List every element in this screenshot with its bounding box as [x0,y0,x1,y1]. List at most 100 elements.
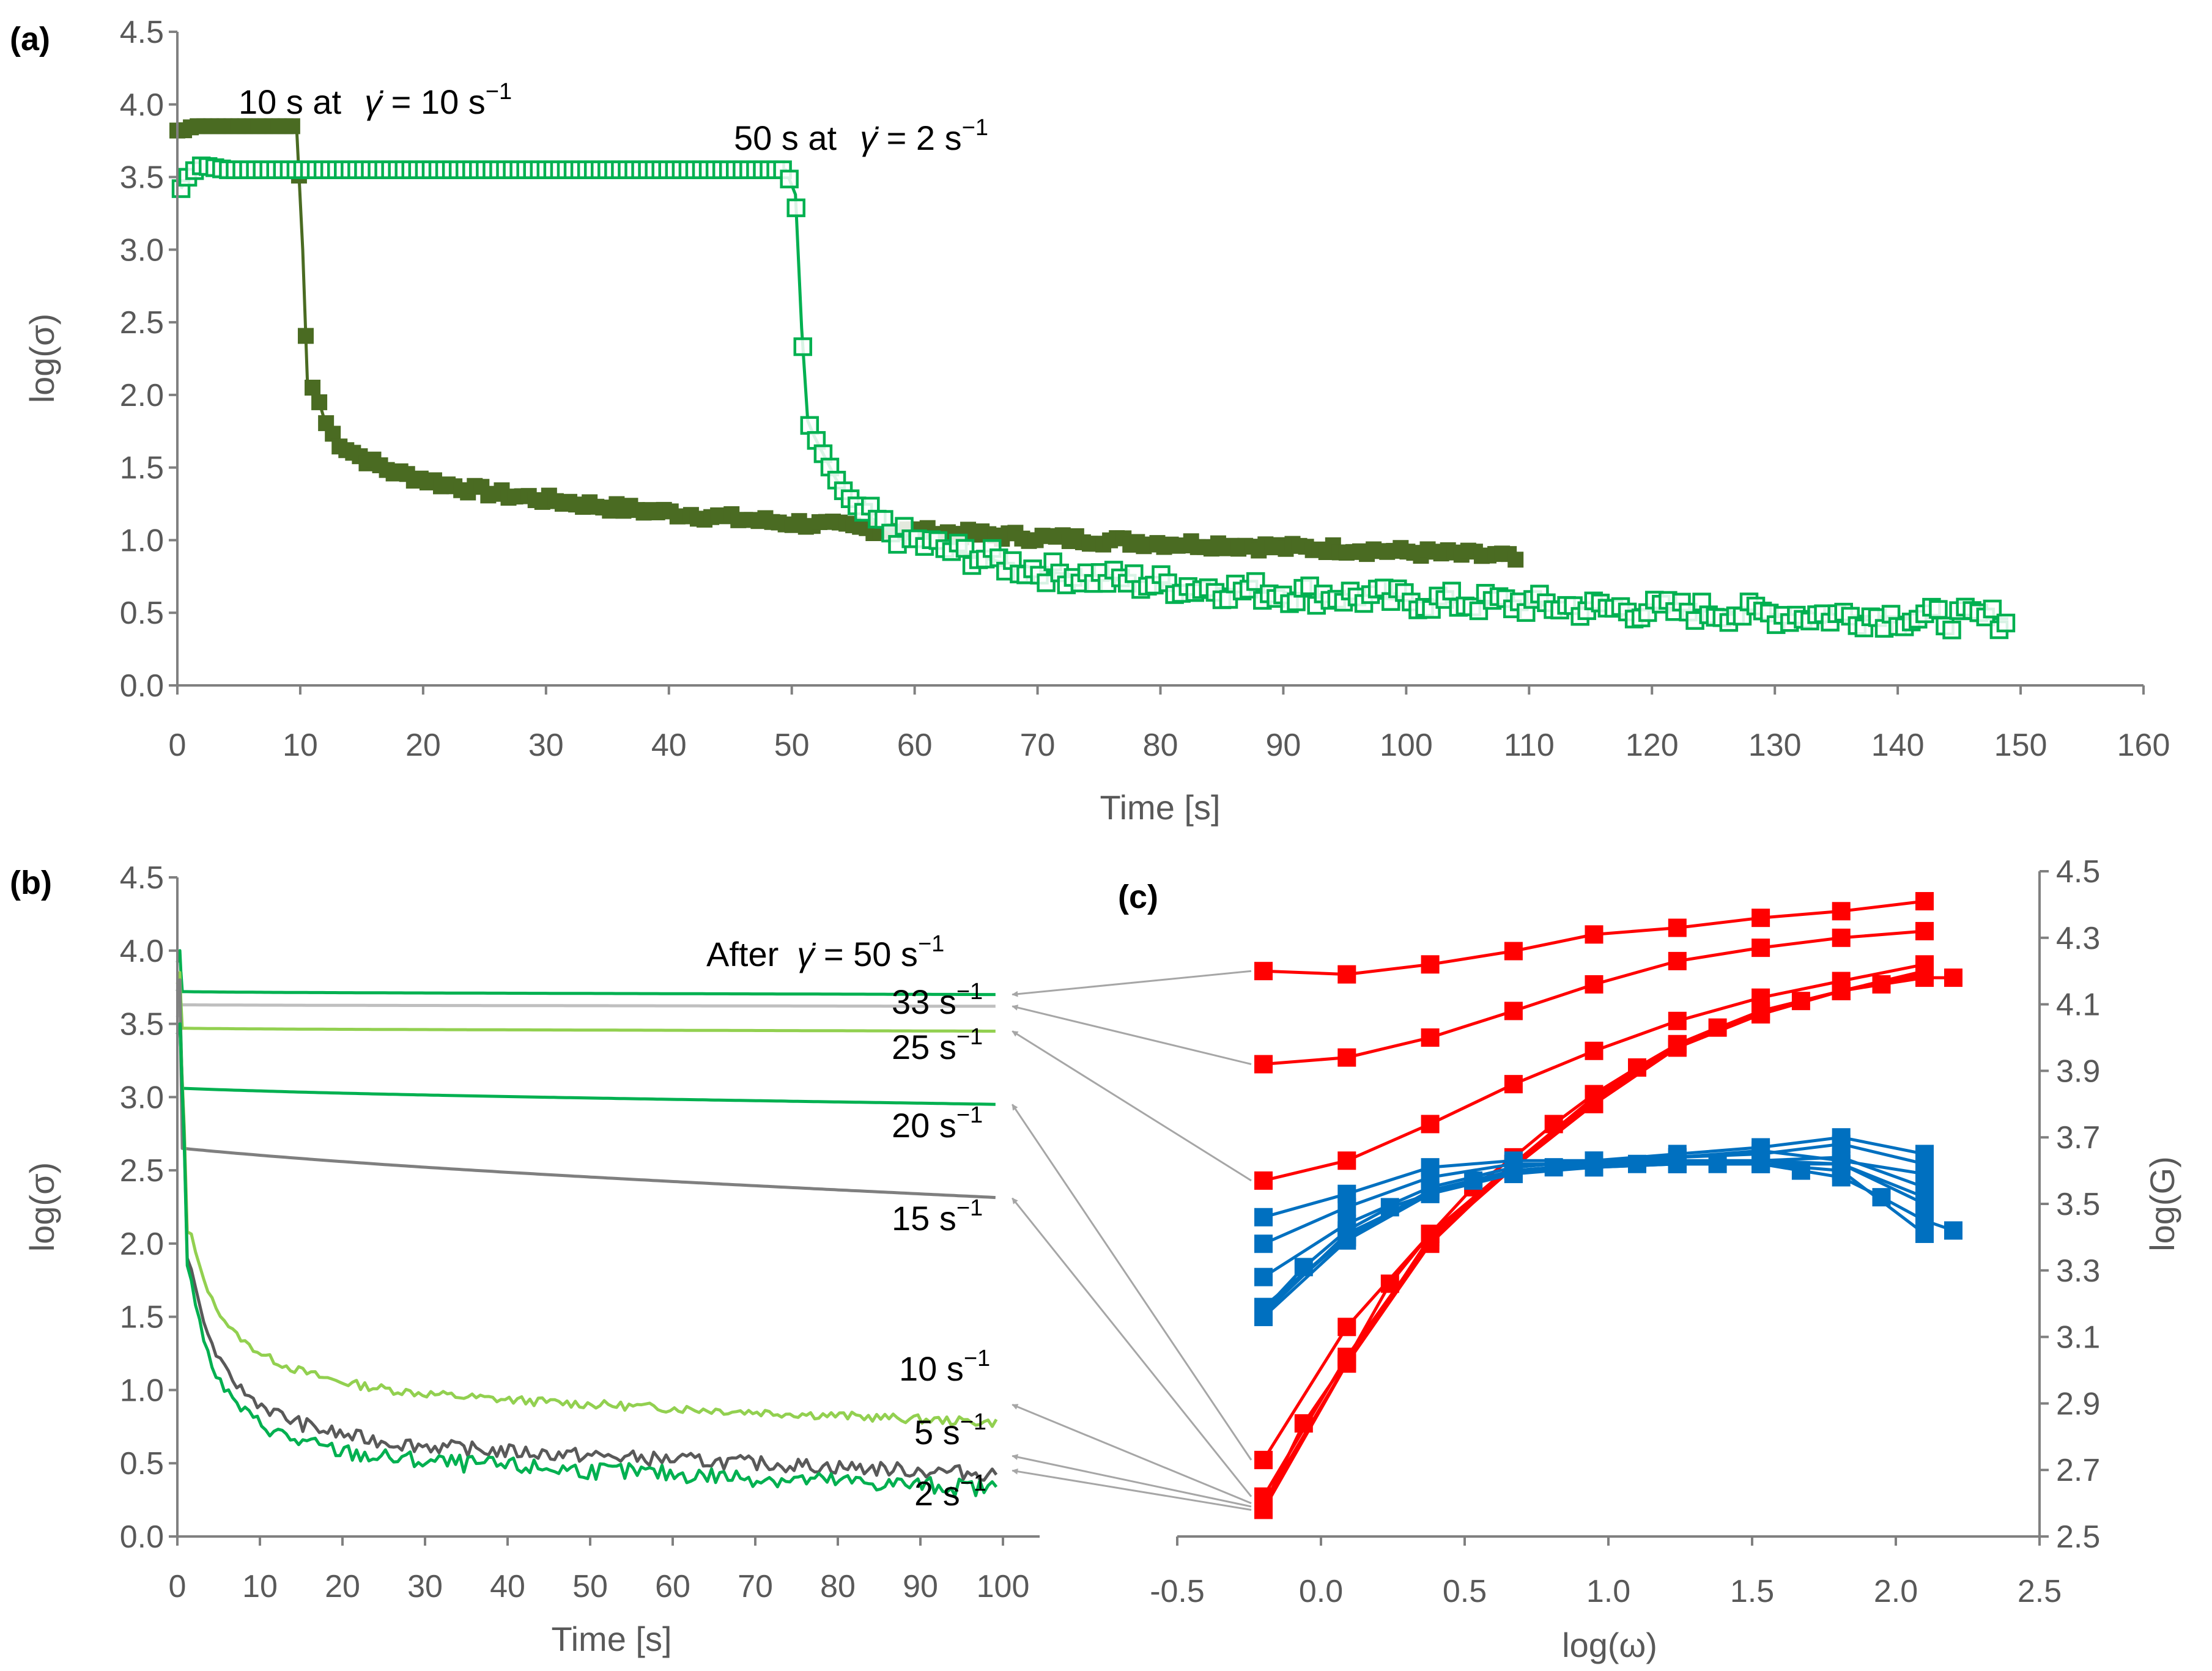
y-tick-label: 3.1 [2056,1320,2100,1356]
panel-a-annotation-10s: 10 s at γ̇ = 10 s−1 [239,79,512,121]
data-point [1832,1161,1851,1180]
data-point [1944,968,1962,987]
connector-arrow [1012,1404,1252,1504]
panel-b-label-5: 5 s−1 [914,1409,986,1452]
data-point [1585,1158,1604,1177]
annotation-exponent: −1 [956,1195,983,1221]
panel-b-label-33: 33 s−1 [892,979,983,1021]
data-point [1507,551,1524,568]
annotation-prefix: 10 s at [239,83,342,121]
y-tick-label: 3.3 [2056,1253,2100,1289]
data-point [284,118,300,135]
annotation-mid: = 50 s [814,935,918,973]
data-point [1504,1001,1523,1020]
annotation-text: 10 s [899,1349,964,1388]
data-point [1254,1450,1273,1469]
y-tick-label: 0.5 [120,1446,164,1481]
data-point [1585,1041,1604,1060]
annotation-text: 25 s [892,1028,956,1066]
data-point [1421,1184,1440,1203]
y-tick-label: 4.5 [120,860,164,896]
data-point [1915,921,1934,940]
data-point [1585,975,1604,994]
panel-c-y-axis-title: log(G) [2143,1156,2181,1252]
x-tick-label: 140 [1871,728,1925,763]
data-point [1929,600,1948,619]
panel-a-x-axis-title: Time [s] [1100,788,1220,827]
data-point [1942,621,1961,640]
data-point [1337,1198,1356,1217]
annotation-exponent: −1 [960,1470,986,1496]
connector-arrows [1012,970,1252,1511]
data-point [1254,1055,1273,1074]
series-loss-modulus [1254,1154,1934,1320]
x-tick-label: 80 [1143,728,1178,763]
x-tick-label: 110 [1504,728,1555,763]
x-tick-label: 60 [655,1569,690,1604]
y-tick-label: 3.9 [2056,1053,2100,1089]
panel-a-label: (a) [10,21,50,57]
panel-b-label-20: 20 s−1 [892,1102,983,1145]
data-point [1254,1267,1273,1286]
annotation-prefix: 50 s at [734,119,837,157]
series-line [176,1022,998,1428]
annotation-exponent: −1 [486,79,512,105]
series-line [176,1022,998,1482]
y-tick-label: 4.0 [120,934,164,969]
connector-arrow [1012,1030,1252,1182]
y-tick-label: 4.5 [120,15,164,50]
y-tick-label: 1.5 [120,451,164,486]
x-tick-label: 10 [283,728,318,763]
x-tick-label: 70 [738,1569,773,1604]
x-tick-label: 120 [1626,728,1679,763]
x-tick-label: -0.5 [1150,1574,1205,1609]
data-point [1254,1307,1273,1326]
y-tick-label: 2.7 [2056,1453,2100,1488]
x-tick-label: 90 [903,1569,938,1604]
panel-c-chart: (c) 2.5 2.7 2.9 3.1 3.3 3.5 3.7 3.9 4.1 4.3 4.5 -0.… [1118,854,2181,1664]
gamma-dot-symbol: γ̇ [364,83,383,121]
y-tick-label: 4.3 [2056,921,2100,956]
data-point [1751,909,1770,928]
annotation-prefix: After [706,935,779,973]
series-filled-10s [169,118,1524,568]
annotation-exponent: −1 [956,979,983,1005]
data-point [305,380,321,396]
panel-c-ticks: 2.5 2.7 2.9 3.1 3.3 3.5 3.7 3.9 4.1 4.3 4.5 -0.5 0.0… [1150,854,2100,1609]
x-tick-label: 0.5 [1443,1574,1487,1609]
connector-arrow [1012,1468,1252,1511]
data-point [1751,1001,1770,1020]
series-line [1262,1159,1925,1315]
x-tick-label: 10 [242,1569,278,1604]
annotation-text: 20 s [892,1106,956,1145]
y-tick-label: 2.5 [120,1153,164,1189]
y-tick-label: 3.7 [2056,1120,2100,1156]
series-line [176,1003,996,1017]
x-tick-label: 160 [2117,728,2170,763]
data-point [1337,1354,1356,1373]
y-tick-label: 2.9 [2056,1386,2100,1422]
connector-arrow [1012,1454,1252,1508]
data-point [1668,918,1687,937]
data-point [311,394,328,410]
y-tick-label: 3.5 [2056,1187,2100,1222]
annotation-exponent: −1 [956,1102,983,1128]
annotation-text: 15 s [892,1199,956,1238]
data-point [1915,1224,1934,1243]
series-loss-modulus [1254,1154,1934,1326]
panel-b-x-axis-title: Time [s] [551,1620,671,1658]
data-point [1996,613,2016,633]
y-tick-label: 0.0 [120,1519,164,1555]
panel-a-y-axis-title: log(σ) [23,314,61,404]
data-point [793,337,813,356]
connector-arrow [1012,970,1252,997]
x-tick-label: 20 [325,1569,360,1604]
data-point [1337,1231,1356,1250]
y-tick-label: 1.0 [120,523,164,558]
panel-b-ticks: 0.0 0.5 1.0 1.5 2.0 2.5 3.0 3.5 4.0 4.5 0 10 20 30 40 5… [120,860,1030,1604]
y-tick-label: 2.0 [120,378,164,413]
x-tick-label: 50 [572,1569,608,1604]
series-loss-modulus [1254,1128,1934,1286]
annotation-exponent: −1 [960,1409,986,1435]
